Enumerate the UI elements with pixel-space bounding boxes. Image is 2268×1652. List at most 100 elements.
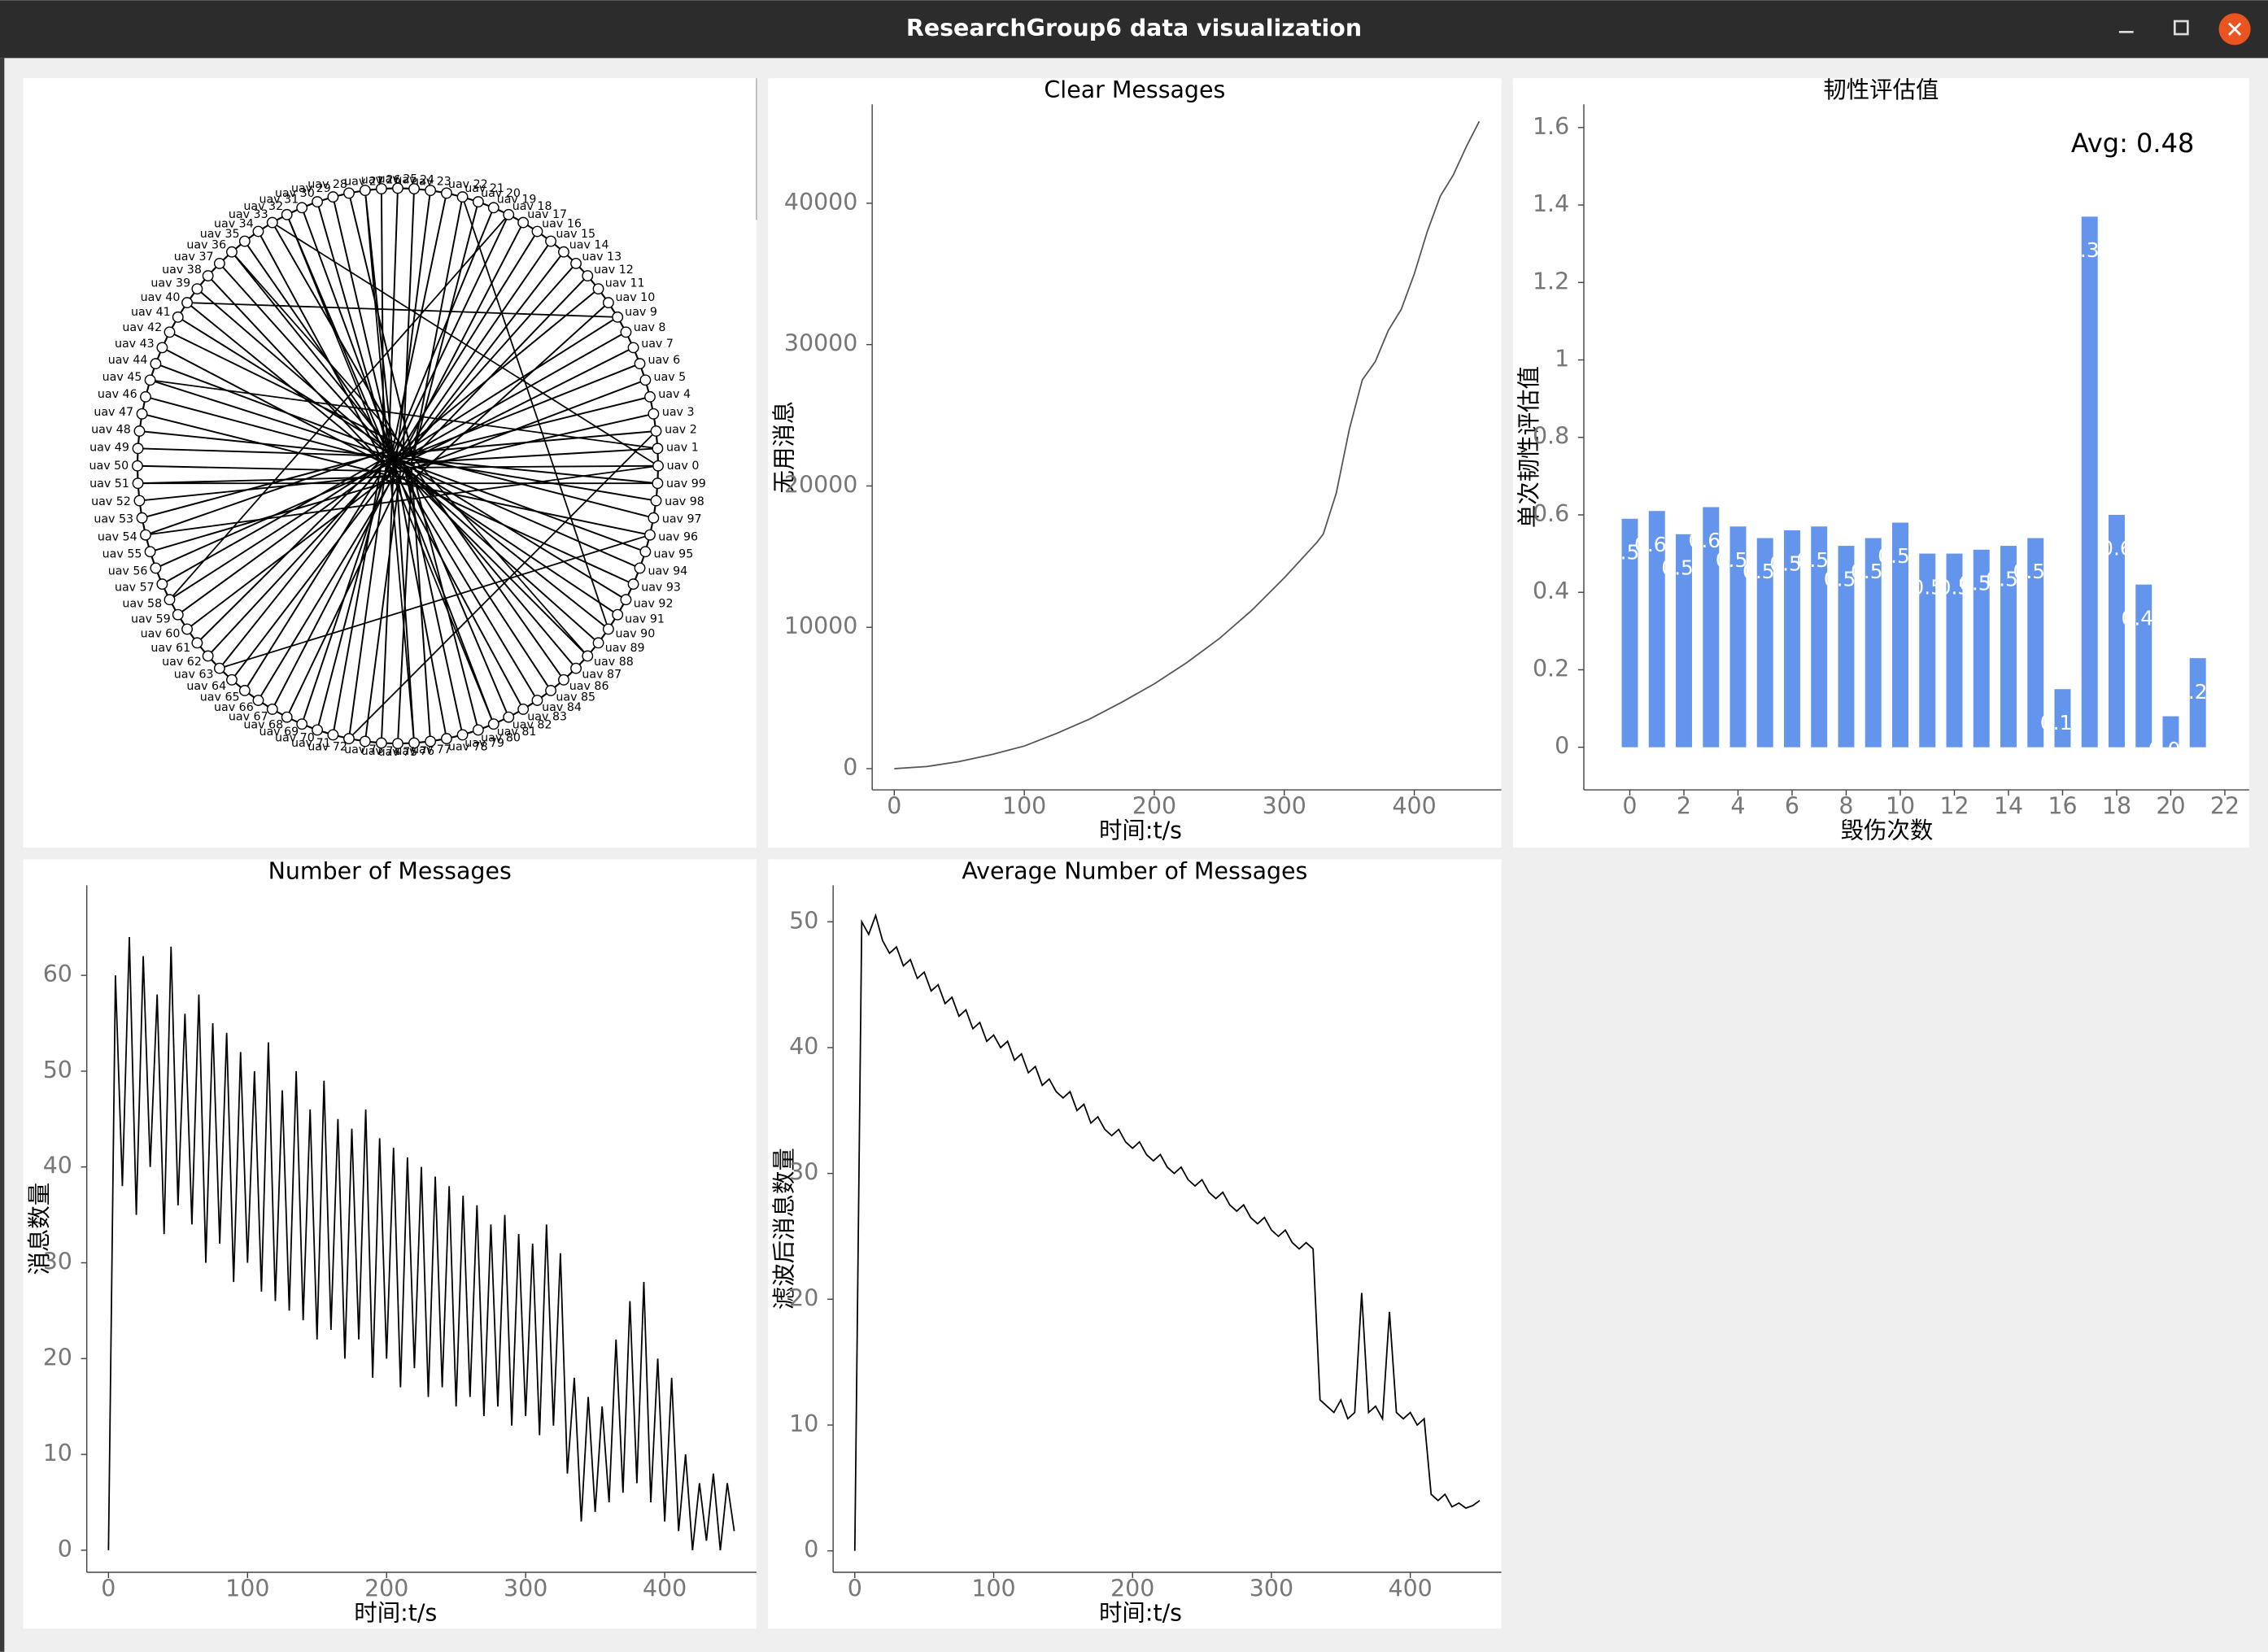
node: [281, 208, 293, 220]
node-label: uav 35: [200, 228, 240, 241]
y-tick-label: 20000: [784, 471, 857, 498]
y-tick-label: 0: [58, 1536, 72, 1563]
value-label: 0.15: [2040, 711, 2085, 734]
edge: [413, 467, 565, 681]
node: [140, 529, 151, 541]
node: [602, 297, 614, 309]
node: [327, 729, 339, 741]
edge: [402, 462, 577, 669]
y-axis-label: 无用消息: [770, 401, 797, 494]
edge: [412, 275, 588, 458]
node: [132, 442, 144, 455]
x-tick-label: 8: [1838, 792, 1853, 819]
bar: [2189, 658, 2206, 748]
node-label: uav 70: [275, 732, 315, 745]
edge: [410, 196, 464, 465]
x-tick-label: 0: [1622, 792, 1637, 819]
node: [202, 270, 214, 282]
node-label: uav 13: [582, 251, 622, 264]
edge: [396, 316, 618, 458]
node: [558, 673, 569, 686]
edge: [461, 196, 609, 630]
node-label: uav 44: [108, 354, 148, 367]
node: [252, 225, 264, 238]
node-label: uav 59: [131, 612, 171, 625]
value-label: 0.42: [2122, 606, 2166, 630]
node-label: uav 41: [131, 306, 171, 319]
edge: [272, 221, 659, 467]
value-label: 0.51: [1959, 572, 2004, 595]
node: [359, 185, 371, 197]
node: [327, 191, 339, 203]
node-label: uav 96: [658, 530, 698, 543]
node: [517, 703, 530, 715]
node: [487, 718, 499, 730]
node-label: uav 67: [229, 710, 268, 723]
node-label: uav 0: [667, 460, 700, 473]
node-label: uav 80: [481, 732, 521, 745]
y-tick-label: 1: [1555, 346, 1569, 373]
node: [156, 578, 168, 591]
node-label: uav 42: [122, 321, 162, 334]
node: [164, 594, 176, 606]
node-label: uav 20: [481, 187, 521, 200]
node: [144, 546, 156, 558]
y-tick-label: 10: [789, 1410, 818, 1437]
bar: [2108, 514, 2125, 748]
edge: [150, 379, 658, 450]
bar: [1946, 553, 1963, 748]
window-border: [0, 58, 5, 1652]
node: [650, 495, 662, 507]
node: [503, 208, 515, 220]
node: [456, 729, 469, 741]
x-tick-label: 0: [101, 1575, 116, 1602]
minimize-button[interactable]: [2109, 11, 2144, 46]
value-label: 0.55: [1661, 556, 1706, 579]
node: [627, 342, 639, 354]
y-tick-label: 30: [789, 1159, 818, 1186]
node: [441, 187, 452, 199]
node-label: uav 36: [186, 238, 226, 251]
node-label: uav 87: [582, 668, 622, 681]
value-label: 0.5: [1911, 575, 1943, 599]
bar: [1756, 538, 1773, 748]
node: [639, 374, 652, 386]
node-label: uav 56: [108, 564, 148, 578]
bar: [1784, 530, 1800, 748]
node: [634, 358, 646, 370]
node-label: uav 52: [91, 495, 131, 508]
edge: [414, 469, 626, 601]
node: [202, 650, 214, 662]
node: [281, 711, 293, 723]
node: [238, 685, 251, 696]
x-tick-label: 100: [225, 1575, 269, 1602]
node: [634, 562, 646, 574]
edge: [207, 275, 382, 462]
node-label: uav 5: [653, 371, 686, 384]
node: [296, 202, 308, 214]
bar: [1973, 549, 1990, 748]
node: [652, 460, 664, 472]
node: [650, 425, 662, 437]
chart-title: Clear Messages: [1044, 76, 1225, 103]
node-label: uav 28: [307, 178, 347, 191]
maximize-button[interactable]: [2164, 11, 2199, 46]
node: [140, 390, 151, 403]
node: [136, 408, 148, 420]
edge: [187, 302, 618, 318]
edge: [401, 474, 539, 701]
close-button[interactable]: [2218, 13, 2251, 46]
node: [612, 311, 624, 323]
edge: [403, 457, 658, 485]
node-label: uav 50: [89, 460, 129, 473]
edge: [145, 451, 384, 536]
x-axis-label: 时间:t/s: [1099, 817, 1182, 844]
chart-title: 韧性评估值: [1823, 76, 1939, 103]
node-label: uav 63: [174, 668, 214, 681]
value-label: 0.59: [1607, 540, 1652, 564]
node-label: uav 39: [150, 277, 190, 290]
node-label: uav 40: [141, 291, 181, 304]
y-tick-label: 0: [1555, 733, 1569, 760]
y-tick-label: 0.4: [1533, 578, 1569, 604]
value-label: 0.54: [1742, 560, 1787, 583]
